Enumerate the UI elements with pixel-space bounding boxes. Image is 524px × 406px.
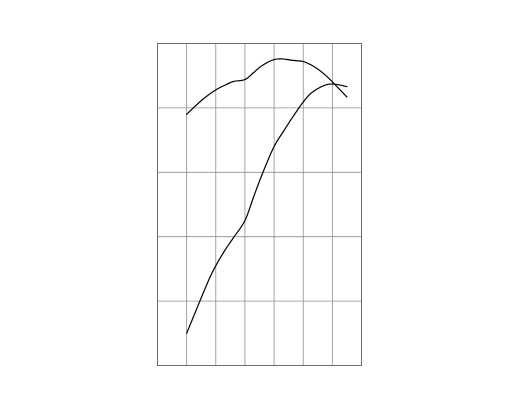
series-line-1 xyxy=(186,58,348,115)
series-line-2 xyxy=(186,83,348,334)
plot-area-frame xyxy=(157,43,362,366)
grid-lines xyxy=(157,43,362,366)
data-series xyxy=(186,58,348,334)
